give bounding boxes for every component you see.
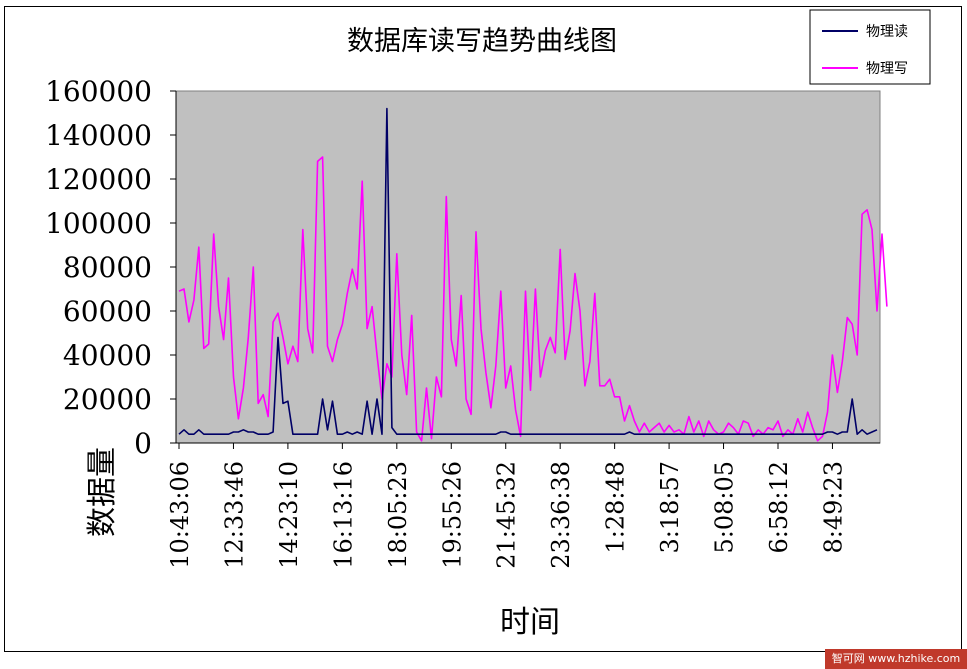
- y-tick-label: 20000: [63, 383, 152, 416]
- x-tick-label: 19:55:26: [438, 461, 466, 569]
- y-tick-label: 60000: [63, 295, 152, 328]
- series-line: [178, 107, 878, 436]
- x-tick-label: 23:36:38: [547, 461, 575, 569]
- x-tick-label: 10:43:06: [166, 461, 194, 569]
- x-tick-label: 8:49:23: [819, 461, 847, 554]
- y-axis-label: 数据量: [85, 447, 120, 537]
- y-tick-label: 0: [134, 427, 152, 460]
- chart-title: 数据库读写趋势曲线图: [347, 26, 617, 57]
- y-tick-label: 160000: [45, 75, 152, 108]
- series-line: [178, 156, 888, 442]
- x-tick-label: 12:33:46: [220, 461, 248, 569]
- legend: 物理读 物理写: [809, 9, 931, 85]
- x-axis-ticks: 10:43:06 12:33:46 14:23:10 16:13:16 18:05:23…: [166, 443, 847, 569]
- y-axis-ticks: 0 20000 40000 60000 80000 100000 120000 140000 1…: [45, 75, 176, 460]
- x-tick-label: 21:45:32: [493, 461, 521, 569]
- y-tick-label: 40000: [63, 339, 152, 372]
- x-tick-label: 1:28:48: [602, 461, 630, 554]
- x-tick-label: 5:08:05: [711, 461, 739, 554]
- x-tick-label: 14:23:10: [275, 461, 303, 569]
- y-tick-label: 140000: [45, 119, 152, 152]
- legend-label-write: 物理写: [866, 61, 908, 77]
- x-axis-label: 时间: [500, 605, 560, 640]
- y-tick-label: 80000: [63, 251, 152, 284]
- legend-label-read: 物理读: [866, 23, 908, 40]
- legend-box: [809, 9, 931, 85]
- chart-frame: [4, 6, 962, 652]
- x-tick-label: 3:18:57: [656, 461, 684, 554]
- x-tick-label: 18:05:23: [384, 461, 412, 569]
- x-tick-label: 16:13:16: [329, 461, 357, 569]
- y-tick-label: 120000: [45, 163, 152, 196]
- y-tick-label: 100000: [45, 207, 152, 240]
- series-lines: [178, 107, 888, 442]
- x-tick-label: 6:58:12: [765, 461, 793, 554]
- plot-area: [175, 90, 881, 444]
- watermark: 智可网 www.hzhike.com: [825, 649, 967, 669]
